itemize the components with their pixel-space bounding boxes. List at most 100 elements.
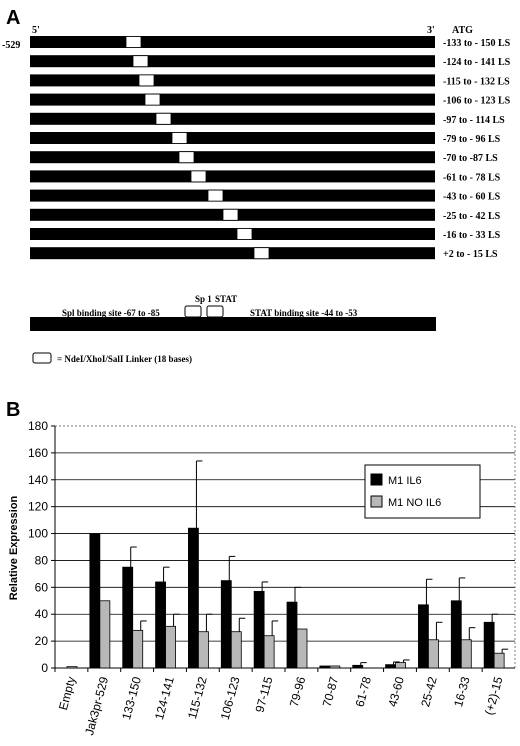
x-tick-label: Empty xyxy=(56,675,78,711)
three-prime-label: 3' xyxy=(427,25,435,36)
bar-m1-no-il6 xyxy=(263,635,275,669)
legend-swatch-m1-il6 xyxy=(370,473,383,486)
bar-m1-il6 xyxy=(188,527,199,669)
bar-m1-no-il6 xyxy=(66,666,78,669)
construct-row: -61 to - 78 LS xyxy=(30,170,501,183)
bar-m1-il6 xyxy=(319,665,331,669)
x-tick-label: Jak3pr-529 xyxy=(82,675,111,737)
x-tick-label: 79-96 xyxy=(287,675,309,709)
bar-m1-il6 xyxy=(286,601,298,669)
sp1-box xyxy=(184,305,202,318)
x-axis-ticks: Empty Jak3pr-529 133-150 124-141 115-132 106-… xyxy=(54,668,506,737)
bar-m1-no-il6 xyxy=(165,625,176,669)
panel-b: B Relative Expression 0 20 40 60 80 100 120 140… xyxy=(6,399,516,737)
construct-bar xyxy=(30,36,435,48)
construct-row: +2 to - 15 LS xyxy=(30,247,498,260)
atg-label: ATG xyxy=(452,25,473,36)
x-tick-label: 115-132 xyxy=(185,675,210,721)
construct-label: -25 to - 42 LS xyxy=(443,211,501,222)
bar-m1-no-il6 xyxy=(132,629,144,669)
y-tick-label: 60 xyxy=(35,580,49,594)
stat-short-label: STAT xyxy=(215,294,237,304)
bar-m1-il6 xyxy=(122,566,134,669)
y-tick-label: 0 xyxy=(41,661,48,675)
x-tick-label: 25-42 xyxy=(418,675,440,709)
sp1-site-label: Spl binding site -67 to -85 xyxy=(62,308,160,318)
construct-label: -79 to - 96 LS xyxy=(443,134,501,145)
five-prime-label: 5' xyxy=(32,25,40,36)
linker-box xyxy=(222,208,239,221)
construct-row: -70 to -87 LS xyxy=(30,151,498,164)
sp1-short-label: Sp 1 xyxy=(195,294,212,304)
linker-box xyxy=(253,247,270,260)
legend-swatch-m1-no-il6 xyxy=(370,495,383,508)
y-tick-label: 180 xyxy=(28,419,48,433)
x-tick-label: 16-33 xyxy=(451,675,473,709)
bar-m1-no-il6 xyxy=(296,628,308,669)
construct-label: -43 to - 60 LS xyxy=(443,192,501,203)
y-axis-label: Relative Expression xyxy=(8,495,20,600)
bar-m1-no-il6 xyxy=(198,631,209,669)
bar-m1-il6 xyxy=(352,664,364,669)
construct-bar xyxy=(30,132,435,144)
bar-m1-no-il6 xyxy=(99,600,111,669)
x-tick-label: 61-78 xyxy=(353,675,375,709)
legend-label-m1-il6: M1 IL6 xyxy=(388,475,422,487)
construct-row: -133 to - 150 LS xyxy=(30,36,511,49)
bar-m1-il6 xyxy=(483,621,495,669)
construct-label: -97 to - 114 LS xyxy=(443,115,505,126)
construct-row: -25 to - 42 LS xyxy=(30,208,501,222)
bar-m1-no-il6 xyxy=(329,665,341,669)
construct-label: -16 to - 33 LS xyxy=(443,230,501,241)
full-promoter-bar xyxy=(30,317,436,331)
panel-a-letter: A xyxy=(6,7,20,29)
linker-legend: = NdeI/XhoI/SalI Linker (18 bases) xyxy=(32,352,192,364)
linker-box xyxy=(178,151,195,164)
construct-bar xyxy=(30,74,435,87)
x-tick-label: 106-123 xyxy=(218,675,243,721)
linker-box xyxy=(125,36,142,48)
bar-m1-il6 xyxy=(155,581,166,669)
linker-box xyxy=(190,170,207,183)
construct-bar xyxy=(30,55,435,68)
y-tick-label: 20 xyxy=(35,634,49,648)
bars xyxy=(66,460,509,669)
construct-row: -79 to - 96 LS xyxy=(30,132,501,145)
bar-m1-no-il6 xyxy=(460,639,472,669)
linker-box xyxy=(207,189,224,202)
x-tick-label: (+2)-15 xyxy=(482,675,506,717)
construct-label: -124 to - 141 LS xyxy=(443,57,511,68)
linker-legend-text: = NdeI/XhoI/SalI Linker (18 bases) xyxy=(57,354,192,364)
bar-m1-no-il6 xyxy=(230,631,242,669)
construct-label: -106 to - 123 LS xyxy=(443,96,511,107)
bar-m1-il6 xyxy=(89,533,101,669)
construct-bar xyxy=(30,112,435,125)
linker-box xyxy=(155,112,172,125)
bar-m1-il6 xyxy=(385,664,396,669)
bar-m1-il6 xyxy=(450,600,462,669)
construct-bar xyxy=(30,189,435,202)
legend: M1 IL6 M1 NO IL6 xyxy=(364,464,481,519)
construct-bar xyxy=(30,151,435,164)
legend-label-m1-no-il6: M1 NO IL6 xyxy=(388,497,441,509)
construct-row: -43 to - 60 LS xyxy=(30,189,501,203)
x-tick-label: 70-87 xyxy=(320,675,342,709)
linker-box xyxy=(144,93,161,106)
construct-row: -124 to - 141 LS xyxy=(30,55,511,68)
linker-box xyxy=(171,132,188,144)
linker-symbol xyxy=(32,352,52,364)
linker-box xyxy=(138,74,155,87)
bar-m1-no-il6 xyxy=(395,662,406,669)
construct-label: -70 to -87 LS xyxy=(443,153,498,164)
y-tick-label: 160 xyxy=(28,446,48,460)
construct-row: -16 to - 33 LS xyxy=(30,228,501,241)
bar-m1-il6 xyxy=(220,580,232,669)
y-tick-label: 80 xyxy=(35,553,49,567)
linker-box xyxy=(132,55,149,68)
bar-m1-il6 xyxy=(253,590,265,669)
y-tick-label: 120 xyxy=(28,500,48,514)
construct-label: -115 to - 132 LS xyxy=(443,76,510,87)
construct-bar xyxy=(30,247,435,260)
construct-row: -97 to - 114 LS xyxy=(30,112,505,126)
